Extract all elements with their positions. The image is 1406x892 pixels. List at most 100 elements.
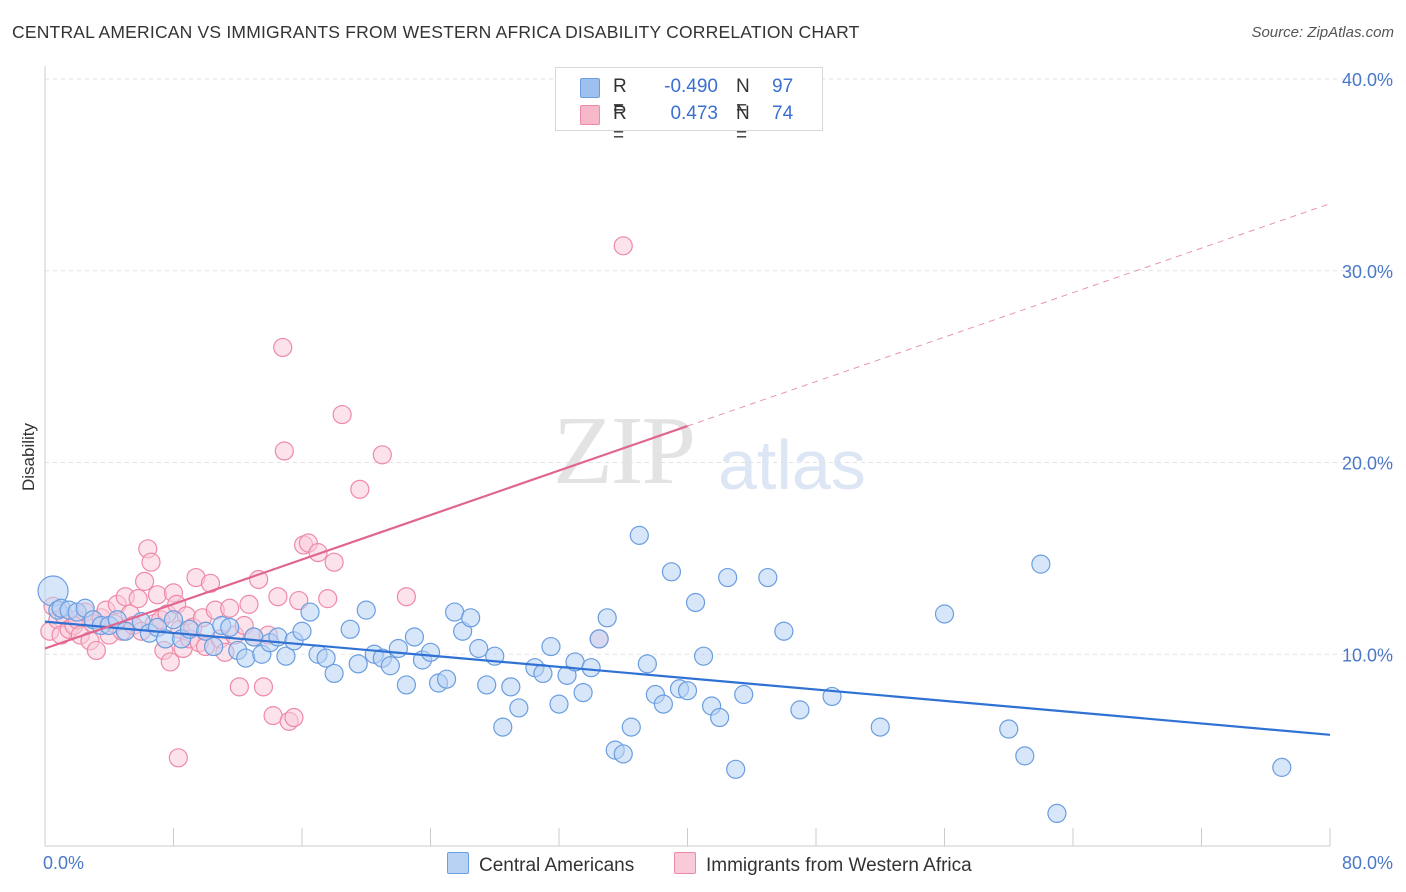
point-central-american bbox=[461, 608, 481, 628]
x-tick-label: 0.0% bbox=[43, 853, 84, 873]
point-central-american bbox=[1015, 746, 1035, 766]
point-western-africa bbox=[128, 589, 148, 609]
point-central-american bbox=[726, 759, 746, 779]
y-tick-label: 10.0% bbox=[1342, 645, 1393, 665]
y-tick-label: 30.0% bbox=[1342, 262, 1393, 282]
point-central-american bbox=[661, 562, 682, 582]
point-central-american bbox=[790, 700, 810, 720]
legend-swatch-blue bbox=[447, 852, 469, 874]
legend-label: Central Americans bbox=[479, 855, 635, 876]
point-central-american bbox=[276, 646, 296, 666]
point-western-africa bbox=[141, 552, 161, 572]
y-tick-label: 40.0% bbox=[1342, 70, 1393, 90]
chart-title: CENTRAL AMERICAN VS IMMIGRANTS FROM WEST… bbox=[12, 22, 860, 42]
point-central-american bbox=[380, 656, 400, 676]
point-central-american bbox=[999, 719, 1019, 739]
point-central-american bbox=[420, 642, 441, 662]
point-central-american bbox=[613, 744, 633, 764]
point-central-american bbox=[597, 608, 617, 628]
trend-line-western-africa-extension bbox=[687, 203, 1331, 427]
point-western-africa bbox=[324, 552, 344, 572]
point-central-american bbox=[244, 627, 264, 647]
point-central-american bbox=[404, 627, 425, 647]
point-central-american bbox=[204, 636, 224, 657]
axis-labels: 10.0% 20.0% 30.0% 40.0% 0.0% 80.0% Disability bbox=[19, 70, 1393, 873]
legend-n-value: 97 bbox=[772, 76, 794, 97]
point-central-american bbox=[300, 602, 320, 622]
point-central-american bbox=[324, 663, 344, 684]
point-central-american bbox=[541, 636, 561, 657]
y-tick-label: 20.0% bbox=[1342, 454, 1393, 474]
point-central-american bbox=[1272, 757, 1292, 777]
point-central-american bbox=[653, 694, 674, 714]
point-western-africa bbox=[147, 585, 168, 605]
axes bbox=[44, 66, 1331, 847]
point-central-american bbox=[629, 525, 649, 545]
point-central-american bbox=[436, 669, 457, 689]
legend-swatch-pink bbox=[674, 852, 696, 874]
watermark-atlas: atlas bbox=[718, 426, 866, 504]
point-western-africa bbox=[268, 587, 288, 607]
point-central-american bbox=[115, 621, 135, 641]
point-western-africa bbox=[253, 677, 274, 697]
legend-label: Immigrants from Western Africa bbox=[706, 855, 972, 876]
point-western-africa bbox=[168, 748, 188, 768]
point-central-american bbox=[621, 717, 641, 737]
legend-r-value: -0.490 bbox=[664, 76, 718, 97]
legend-swatch-pink bbox=[580, 105, 600, 125]
point-western-africa bbox=[239, 594, 259, 614]
point-central-american bbox=[469, 638, 489, 659]
point-central-american bbox=[870, 717, 890, 737]
point-central-american bbox=[477, 675, 497, 695]
point-central-american bbox=[340, 619, 360, 639]
point-western-africa bbox=[318, 589, 338, 609]
legend-swatch-blue bbox=[580, 78, 600, 98]
grid-lines bbox=[45, 78, 1393, 655]
point-central-american bbox=[637, 654, 657, 674]
point-central-american bbox=[501, 677, 521, 697]
point-central-american bbox=[163, 610, 184, 630]
x-tick-label: 80.0% bbox=[1342, 853, 1393, 873]
trend-lines bbox=[44, 203, 1331, 736]
point-western-africa bbox=[396, 587, 417, 607]
point-central-american bbox=[388, 638, 408, 659]
point-western-africa bbox=[263, 706, 283, 726]
legend-n-label: N = bbox=[736, 76, 750, 119]
point-central-american bbox=[1047, 803, 1067, 824]
legend-item-central-americans[interactable]: Central Americans bbox=[447, 852, 634, 877]
point-central-american bbox=[758, 567, 778, 588]
point-central-american bbox=[573, 682, 593, 703]
legend-r-label: R = bbox=[613, 103, 627, 146]
point-western-africa bbox=[220, 598, 240, 618]
y-axis-label: Disability bbox=[19, 422, 38, 491]
point-western-africa bbox=[134, 571, 155, 591]
point-central-american bbox=[581, 658, 601, 678]
point-central-american bbox=[1031, 554, 1051, 574]
trend-line-central-americans bbox=[44, 620, 1331, 736]
point-western-africa bbox=[613, 236, 633, 256]
legend-n-value: 74 bbox=[772, 103, 794, 124]
point-western-africa bbox=[332, 404, 352, 425]
point-central-american bbox=[934, 604, 955, 624]
point-western-africa bbox=[273, 337, 293, 358]
point-western-africa bbox=[289, 590, 309, 611]
legend-r-label: R = bbox=[613, 76, 627, 119]
point-central-american bbox=[316, 648, 336, 668]
legend-r-value: 0.473 bbox=[670, 103, 718, 124]
point-central-american bbox=[356, 600, 376, 620]
point-central-american bbox=[549, 694, 569, 714]
point-central-american bbox=[493, 717, 513, 737]
watermark-zip: ZIP bbox=[553, 397, 696, 505]
point-central-american bbox=[236, 648, 256, 668]
point-western-africa bbox=[160, 652, 180, 672]
legend-n-label: N = bbox=[736, 103, 750, 146]
point-central-american bbox=[774, 621, 794, 641]
point-central-american bbox=[444, 602, 465, 622]
legend-item-immigrants[interactable]: Immigrants from Western Africa bbox=[674, 852, 972, 877]
point-central-american bbox=[734, 684, 754, 705]
point-central-american bbox=[589, 629, 609, 649]
point-central-american bbox=[292, 621, 312, 641]
point-western-africa bbox=[229, 677, 249, 697]
series-immigrants-western-africa bbox=[40, 236, 633, 768]
